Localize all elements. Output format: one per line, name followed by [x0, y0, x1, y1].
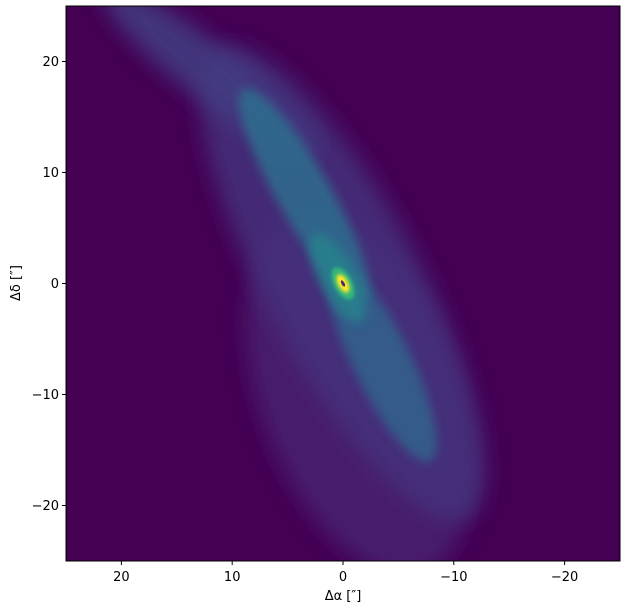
y-tick-label: −20 — [32, 499, 59, 514]
y-tick-label: 20 — [42, 55, 59, 70]
x-tick-label: −10 — [440, 570, 467, 585]
heatmap-intensity — [103, 6, 486, 561]
y-axis-label: Δδ [″] — [9, 265, 24, 301]
x-tick-label: 10 — [224, 570, 241, 585]
y-tick-label: −10 — [32, 388, 59, 403]
y-tick-label: 0 — [51, 277, 59, 292]
x-tick-label: 20 — [113, 570, 130, 585]
x-tick-label: 0 — [339, 570, 347, 585]
y-axis: 20 10 0 −10 −20 — [32, 55, 66, 514]
plot-area — [65, 5, 621, 562]
central-cavity — [340, 280, 346, 287]
x-tick-label: −20 — [551, 570, 578, 585]
y-tick-label: 10 — [42, 166, 59, 181]
x-axis-label: Δα [″] — [325, 589, 362, 604]
x-axis: 20 10 0 −10 −20 — [113, 561, 578, 585]
